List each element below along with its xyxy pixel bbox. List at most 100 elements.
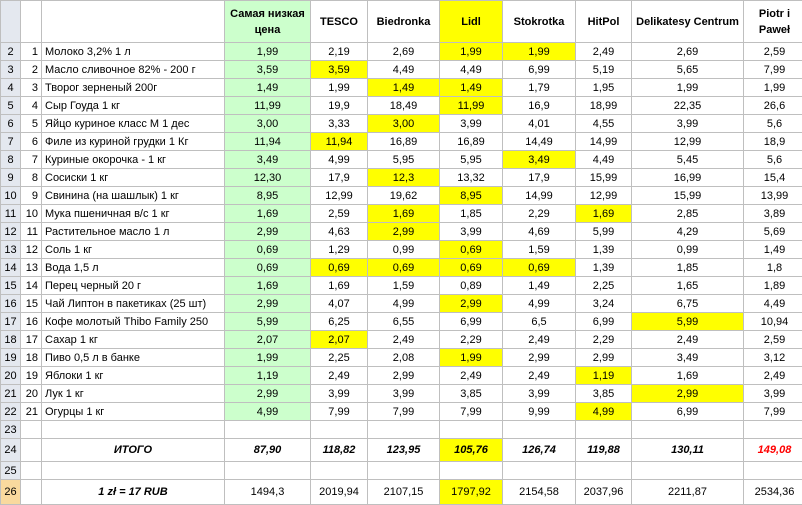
lowest-price-cell[interactable]: 0,69	[225, 241, 311, 259]
price-cell-lidl[interactable]: 2,99	[440, 295, 503, 313]
price-cell-stokrotka[interactable]: 1,49	[503, 277, 576, 295]
price-cell-tesco[interactable]: 1,99	[311, 79, 368, 97]
product-name[interactable]: Перец черный 20 г	[42, 277, 225, 295]
totals-label[interactable]: ИТОГО	[42, 439, 225, 462]
price-cell-delikatesy[interactable]: 5,99	[632, 313, 744, 331]
price-cell-piotr-i-pawel[interactable]: 18,9	[744, 133, 802, 151]
row-header[interactable]: 25	[1, 462, 21, 480]
price-cell-biedronka[interactable]: 3,99	[368, 385, 440, 403]
item-number[interactable]: 12	[21, 241, 42, 259]
price-cell-hitpol[interactable]: 4,55	[576, 115, 632, 133]
price-cell-lidl[interactable]: 11,99	[440, 97, 503, 115]
lowest-price-cell[interactable]: 11,99	[225, 97, 311, 115]
price-cell-hitpol[interactable]: 4,99	[576, 403, 632, 421]
price-cell-hitpol[interactable]: 4,49	[576, 151, 632, 169]
price-cell-piotr-i-pawel[interactable]: 5,69	[744, 223, 802, 241]
row-header[interactable]: 23	[1, 421, 21, 439]
product-name[interactable]: Сыр Гоуда 1 кг	[42, 97, 225, 115]
price-cell-lidl[interactable]: 3,99	[440, 223, 503, 241]
price-cell-piotr-i-pawel[interactable]: 5,6	[744, 151, 802, 169]
item-number[interactable]: 13	[21, 259, 42, 277]
cell[interactable]	[21, 1, 42, 43]
price-cell-tesco[interactable]: 11,94	[311, 133, 368, 151]
cell[interactable]	[368, 421, 440, 439]
row-header[interactable]: 7	[1, 133, 21, 151]
price-cell-tesco[interactable]: 2,25	[311, 349, 368, 367]
lowest-price-cell[interactable]: 2,99	[225, 223, 311, 241]
price-cell-stokrotka[interactable]: 2,49	[503, 331, 576, 349]
item-number[interactable]: 2	[21, 61, 42, 79]
cell[interactable]	[440, 421, 503, 439]
price-cell-piotr-i-pawel[interactable]: 2,59	[744, 331, 802, 349]
product-name[interactable]: Сосиски 1 кг	[42, 169, 225, 187]
price-cell-tesco[interactable]: 17,9	[311, 169, 368, 187]
cell[interactable]	[368, 462, 440, 480]
item-number[interactable]: 3	[21, 79, 42, 97]
price-cell-delikatesy[interactable]: 1,99	[632, 79, 744, 97]
price-cell-delikatesy[interactable]: 5,65	[632, 61, 744, 79]
item-number[interactable]: 11	[21, 223, 42, 241]
cell[interactable]	[21, 462, 42, 480]
lowest-price-cell[interactable]: 12,30	[225, 169, 311, 187]
price-cell-tesco[interactable]: 1,69	[311, 277, 368, 295]
total-biedronka[interactable]: 123,95	[368, 439, 440, 462]
price-cell-piotr-i-pawel[interactable]: 7,99	[744, 61, 802, 79]
lowest-price-cell[interactable]: 4,99	[225, 403, 311, 421]
rub-lidl[interactable]: 1797,92	[440, 480, 503, 505]
price-cell-delikatesy[interactable]: 0,99	[632, 241, 744, 259]
exchange-rate-label[interactable]: 1 zł = 17 RUB	[42, 480, 225, 505]
row-header[interactable]: 16	[1, 295, 21, 313]
price-cell-tesco[interactable]: 2,07	[311, 331, 368, 349]
cell[interactable]	[42, 462, 225, 480]
lowest-price-cell[interactable]: 3,49	[225, 151, 311, 169]
product-name[interactable]: Масло сливочное 82% - 200 г	[42, 61, 225, 79]
cell[interactable]	[311, 421, 368, 439]
price-cell-delikatesy[interactable]: 2,69	[632, 43, 744, 61]
price-cell-biedronka[interactable]: 4,99	[368, 295, 440, 313]
cell[interactable]	[225, 462, 311, 480]
row-header[interactable]: 26	[1, 480, 21, 505]
price-cell-delikatesy[interactable]: 3,99	[632, 115, 744, 133]
row-header[interactable]: 8	[1, 151, 21, 169]
price-cell-delikatesy[interactable]: 16,99	[632, 169, 744, 187]
cell[interactable]	[311, 462, 368, 480]
price-cell-delikatesy[interactable]: 2,49	[632, 331, 744, 349]
price-cell-lidl[interactable]: 13,32	[440, 169, 503, 187]
total-lidl[interactable]: 105,76	[440, 439, 503, 462]
price-cell-piotr-i-pawel[interactable]: 4,49	[744, 295, 802, 313]
cell[interactable]	[21, 439, 42, 462]
item-number[interactable]: 8	[21, 169, 42, 187]
row-header[interactable]: 15	[1, 277, 21, 295]
price-cell-biedronka[interactable]: 0,69	[368, 259, 440, 277]
price-cell-tesco[interactable]: 4,99	[311, 151, 368, 169]
lowest-price-cell[interactable]: 0,69	[225, 259, 311, 277]
price-cell-hitpol[interactable]: 6,99	[576, 313, 632, 331]
product-name[interactable]: Соль 1 кг	[42, 241, 225, 259]
row-header[interactable]: 12	[1, 223, 21, 241]
store-header-tesco[interactable]: TESCO	[311, 1, 368, 43]
price-cell-piotr-i-pawel[interactable]: 2,59	[744, 43, 802, 61]
price-cell-delikatesy[interactable]: 6,75	[632, 295, 744, 313]
lowest-price-cell[interactable]: 5,99	[225, 313, 311, 331]
row-header[interactable]: 11	[1, 205, 21, 223]
lowest-price-cell[interactable]: 2,99	[225, 295, 311, 313]
item-number[interactable]: 1	[21, 43, 42, 61]
price-cell-delikatesy[interactable]: 4,29	[632, 223, 744, 241]
price-cell-hitpol[interactable]: 3,24	[576, 295, 632, 313]
item-number[interactable]: 10	[21, 205, 42, 223]
item-number[interactable]: 6	[21, 133, 42, 151]
price-cell-tesco[interactable]: 1,29	[311, 241, 368, 259]
total-tesco[interactable]: 118,82	[311, 439, 368, 462]
price-cell-piotr-i-pawel[interactable]: 5,6	[744, 115, 802, 133]
price-cell-delikatesy[interactable]: 1,85	[632, 259, 744, 277]
lowest-price-cell[interactable]: 2,07	[225, 331, 311, 349]
price-cell-piotr-i-pawel[interactable]: 1,49	[744, 241, 802, 259]
price-cell-delikatesy[interactable]: 6,99	[632, 403, 744, 421]
price-cell-hitpol[interactable]: 18,99	[576, 97, 632, 115]
store-header-hitpol[interactable]: HitPol	[576, 1, 632, 43]
price-cell-biedronka[interactable]: 0,99	[368, 241, 440, 259]
price-cell-lidl[interactable]: 16,89	[440, 133, 503, 151]
price-cell-stokrotka[interactable]: 2,99	[503, 349, 576, 367]
item-number[interactable]: 14	[21, 277, 42, 295]
row-header[interactable]: 24	[1, 439, 21, 462]
